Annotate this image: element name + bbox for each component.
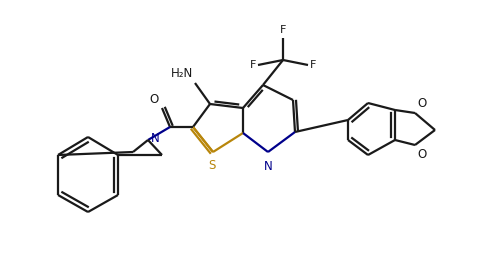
Text: F: F [310, 60, 316, 70]
Text: H₂N: H₂N [171, 67, 193, 80]
Text: F: F [280, 25, 286, 35]
Text: O: O [417, 97, 426, 110]
Text: F: F [250, 60, 256, 70]
Text: N: N [264, 160, 272, 173]
Text: O: O [150, 93, 159, 106]
Text: S: S [208, 159, 216, 172]
Text: O: O [417, 148, 426, 161]
Text: N: N [151, 133, 160, 146]
